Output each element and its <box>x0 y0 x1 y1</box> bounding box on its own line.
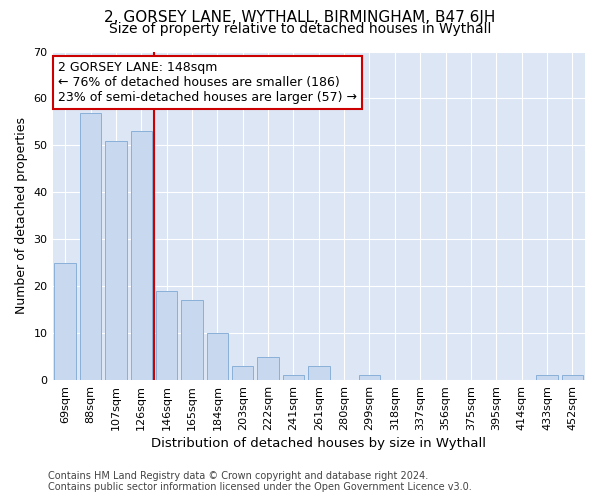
Bar <box>359 376 380 380</box>
X-axis label: Distribution of detached houses by size in Wythall: Distribution of detached houses by size … <box>151 437 486 450</box>
Bar <box>257 356 279 380</box>
Bar <box>181 300 203 380</box>
Bar <box>536 376 558 380</box>
Bar <box>105 140 127 380</box>
Bar <box>131 132 152 380</box>
Text: Contains HM Land Registry data © Crown copyright and database right 2024.
Contai: Contains HM Land Registry data © Crown c… <box>48 471 472 492</box>
Text: 2 GORSEY LANE: 148sqm
← 76% of detached houses are smaller (186)
23% of semi-det: 2 GORSEY LANE: 148sqm ← 76% of detached … <box>58 62 357 104</box>
Text: 2, GORSEY LANE, WYTHALL, BIRMINGHAM, B47 6JH: 2, GORSEY LANE, WYTHALL, BIRMINGHAM, B47… <box>104 10 496 25</box>
Bar <box>283 376 304 380</box>
Bar <box>562 376 583 380</box>
Bar <box>55 262 76 380</box>
Bar <box>156 291 178 380</box>
Y-axis label: Number of detached properties: Number of detached properties <box>15 118 28 314</box>
Bar <box>308 366 329 380</box>
Text: Size of property relative to detached houses in Wythall: Size of property relative to detached ho… <box>109 22 491 36</box>
Bar <box>80 112 101 380</box>
Bar <box>206 333 228 380</box>
Bar <box>232 366 253 380</box>
